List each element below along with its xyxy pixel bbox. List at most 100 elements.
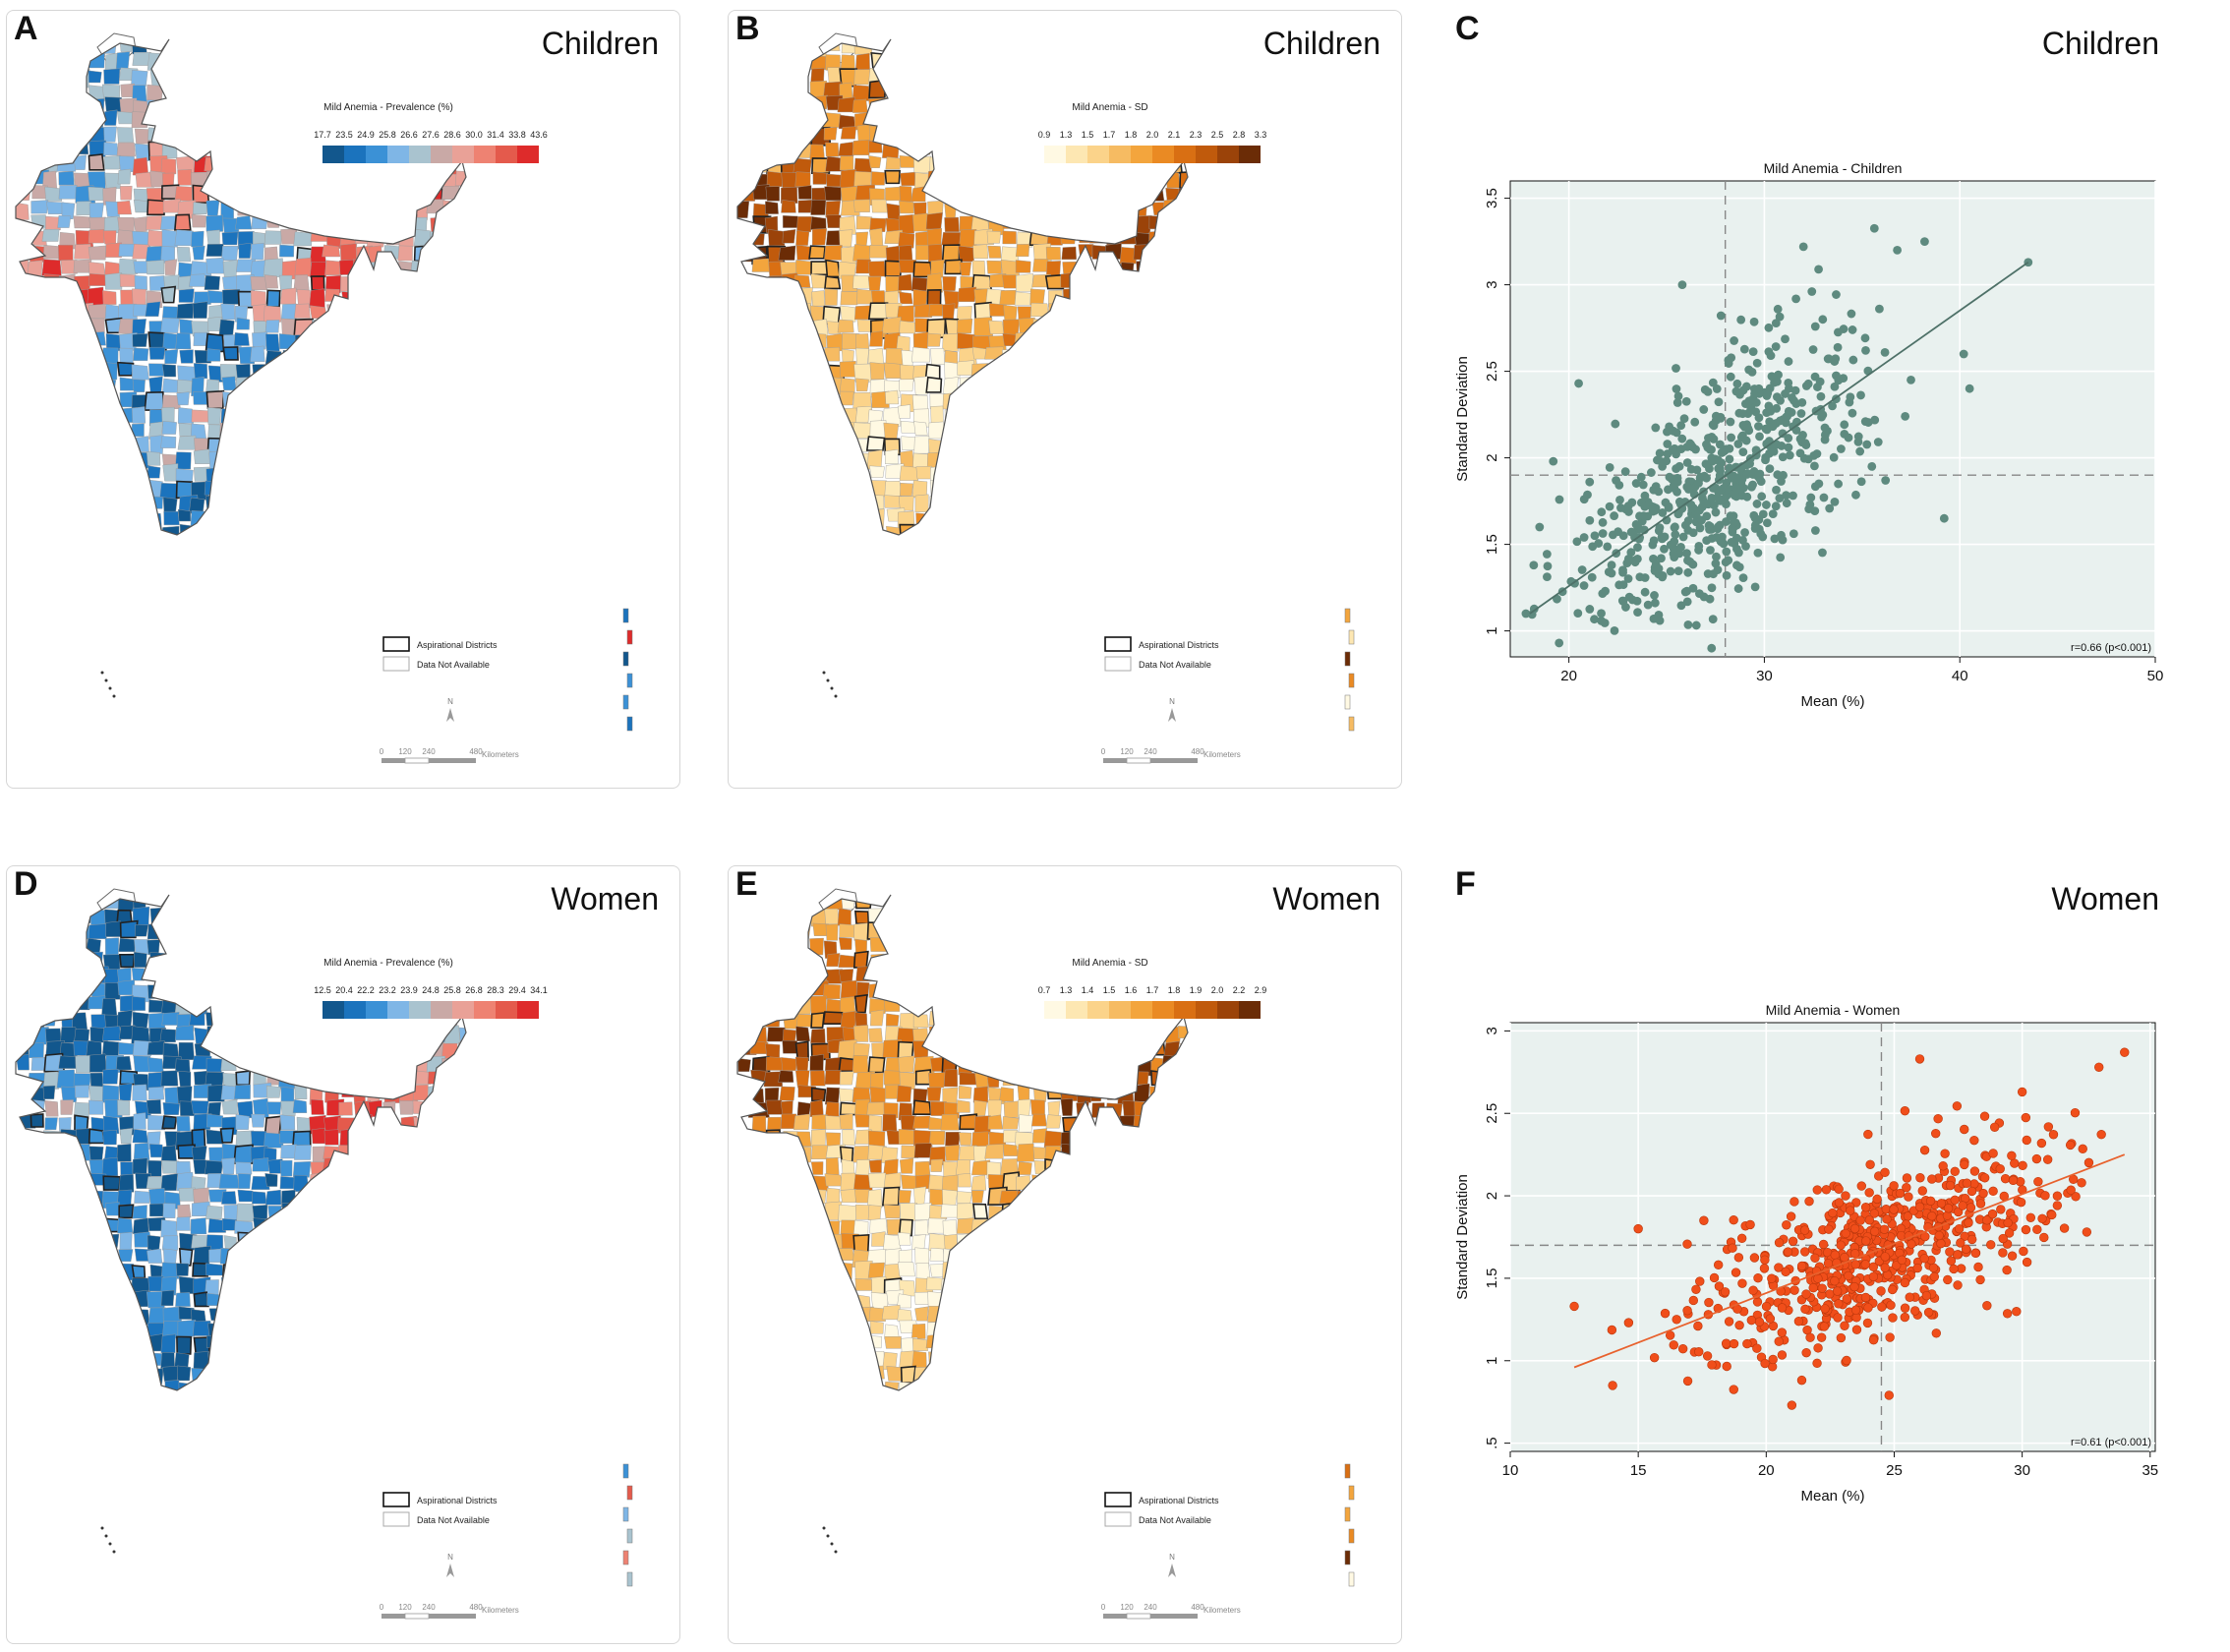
data-point bbox=[1732, 560, 1741, 570]
data-point bbox=[1833, 1313, 1843, 1323]
data-point bbox=[1772, 485, 1781, 495]
scale-segment bbox=[381, 758, 405, 763]
district bbox=[293, 1174, 310, 1192]
district bbox=[854, 1278, 875, 1291]
district bbox=[103, 154, 121, 170]
data-point bbox=[1693, 1321, 1703, 1331]
district bbox=[870, 1072, 884, 1090]
district bbox=[897, 1309, 912, 1322]
district bbox=[840, 996, 856, 1013]
data-point bbox=[1888, 1313, 1898, 1323]
district bbox=[867, 302, 889, 321]
data-point bbox=[1880, 347, 1890, 357]
district bbox=[885, 347, 904, 366]
district bbox=[1045, 246, 1061, 261]
legend-tick: 2.8 bbox=[1233, 130, 1246, 140]
district bbox=[74, 994, 90, 1011]
district bbox=[900, 482, 913, 497]
district bbox=[309, 262, 326, 278]
district bbox=[1060, 230, 1077, 245]
data-point bbox=[1623, 502, 1633, 510]
district bbox=[75, 1085, 89, 1098]
y-axis-label: Standard Deviation bbox=[1454, 356, 1471, 482]
data-point bbox=[1849, 355, 1858, 365]
data-point bbox=[1774, 1263, 1784, 1272]
legend-tick: 2.1 bbox=[1168, 130, 1181, 140]
island bbox=[626, 629, 633, 645]
scale-label: 240 bbox=[1144, 1603, 1157, 1612]
scale-label: 120 bbox=[398, 1603, 412, 1612]
district bbox=[1031, 1174, 1047, 1193]
data-point bbox=[1707, 534, 1717, 543]
data-point bbox=[1790, 385, 1800, 395]
district bbox=[44, 186, 63, 202]
data-point bbox=[1688, 1295, 1699, 1306]
district bbox=[972, 1203, 989, 1220]
district bbox=[956, 306, 972, 321]
data-point bbox=[1682, 549, 1691, 559]
district bbox=[207, 1218, 226, 1233]
district bbox=[1002, 1116, 1020, 1130]
district bbox=[1104, 1102, 1123, 1121]
district bbox=[852, 244, 871, 262]
district bbox=[29, 1113, 44, 1128]
district bbox=[869, 1217, 888, 1234]
district bbox=[765, 186, 780, 202]
district bbox=[944, 259, 963, 275]
north-label: N bbox=[447, 697, 453, 706]
district bbox=[810, 995, 827, 1014]
data-point bbox=[1741, 542, 1750, 551]
country-outline bbox=[736, 38, 1189, 536]
district bbox=[176, 391, 190, 406]
district bbox=[191, 1146, 207, 1161]
district bbox=[118, 937, 136, 953]
district bbox=[869, 465, 885, 478]
data-point bbox=[1569, 1301, 1579, 1312]
district bbox=[867, 1056, 886, 1074]
island bbox=[1344, 608, 1351, 623]
data-point bbox=[1853, 432, 1863, 442]
data-point bbox=[1760, 1358, 1770, 1369]
scale-label: 240 bbox=[422, 747, 436, 756]
data-point bbox=[1704, 434, 1713, 442]
district bbox=[1017, 1161, 1032, 1175]
district bbox=[193, 1245, 211, 1266]
india-map-e: Mild Anemia - SD0.7 1.3 1.4 1.5 1.6 1.7 1.8 1.9… bbox=[736, 888, 1355, 1620]
district bbox=[867, 1262, 885, 1278]
district bbox=[884, 169, 901, 185]
data-point bbox=[1738, 447, 1748, 457]
data-point bbox=[1572, 537, 1582, 547]
data-point bbox=[1880, 1167, 1890, 1178]
district bbox=[413, 1116, 426, 1132]
data-point bbox=[1672, 384, 1681, 393]
district bbox=[75, 1055, 90, 1074]
data-point bbox=[2059, 1223, 2070, 1233]
data-point bbox=[1657, 554, 1666, 563]
district bbox=[160, 436, 177, 448]
district bbox=[176, 303, 195, 319]
data-point bbox=[1840, 429, 1849, 439]
island bbox=[1344, 651, 1351, 667]
district bbox=[868, 1335, 883, 1349]
district bbox=[160, 525, 180, 535]
district bbox=[206, 437, 224, 454]
data-point bbox=[1669, 1340, 1678, 1350]
data-point bbox=[1673, 391, 1683, 401]
island bbox=[1348, 1485, 1355, 1501]
district bbox=[192, 202, 208, 214]
district bbox=[148, 952, 169, 970]
data-point bbox=[1708, 615, 1718, 624]
data-point bbox=[1823, 354, 1833, 364]
data-point bbox=[1851, 490, 1860, 500]
data-point bbox=[1777, 477, 1786, 486]
legend-tick: 1.8 bbox=[1125, 130, 1138, 140]
district bbox=[768, 275, 786, 293]
aspirational-label: Aspirational Districts bbox=[417, 640, 498, 650]
data-point bbox=[1962, 1178, 1972, 1188]
district bbox=[119, 377, 135, 391]
district bbox=[1045, 1114, 1062, 1129]
district bbox=[926, 227, 943, 247]
data-point bbox=[2052, 1201, 2063, 1210]
data-point bbox=[1672, 487, 1682, 497]
aspirational-label: Aspirational Districts bbox=[417, 1496, 498, 1505]
